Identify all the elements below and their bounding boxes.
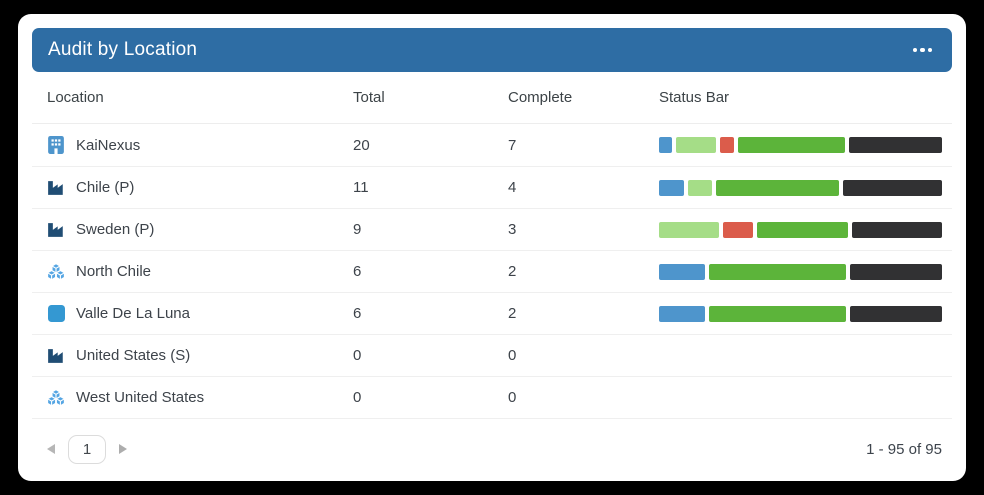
total-value: 6 xyxy=(353,263,362,280)
status-segment-green xyxy=(708,263,847,280)
table-row[interactable]: Sweden (P) 9 3 xyxy=(32,208,952,250)
pagination-range-label: 1 - 95 of 95 xyxy=(866,440,942,458)
status-segment-green xyxy=(708,305,847,322)
status-segment-light_green xyxy=(687,179,713,196)
complete-value: 4 xyxy=(508,179,517,196)
table-row[interactable]: KaiNexus 20 7 xyxy=(32,124,952,166)
location-label: United States (S) xyxy=(76,347,191,364)
status-bar xyxy=(659,221,942,238)
status-segment-dark xyxy=(850,263,942,280)
total-value: 11 xyxy=(353,179,369,196)
cubes-icon xyxy=(47,262,65,281)
next-page-icon[interactable] xyxy=(119,444,127,454)
complete-value: 0 xyxy=(508,389,517,406)
pagination-bar: 1 1 - 95 of 95 xyxy=(18,419,966,481)
table-row[interactable]: West United States 0 0 xyxy=(32,376,952,418)
total-value: 6 xyxy=(353,305,362,322)
cubes-icon xyxy=(47,388,65,407)
widget-title: Audit by Location xyxy=(48,39,198,60)
total-value: 0 xyxy=(353,347,362,364)
complete-value: 0 xyxy=(508,347,517,364)
table-row[interactable]: Chile (P) 11 4 xyxy=(32,166,952,208)
table-row[interactable]: Valle De La Luna 6 2 xyxy=(32,292,952,334)
total-value: 0 xyxy=(353,389,362,406)
previous-page-icon[interactable] xyxy=(47,444,55,454)
status-segment-light_green xyxy=(676,137,717,153)
location-label: Sweden (P) xyxy=(76,221,155,238)
status-segment-green xyxy=(716,179,840,196)
audit-by-location-widget: Audit by Location Location Total Complet… xyxy=(18,14,966,481)
table-row[interactable]: North Chile 6 2 xyxy=(32,250,952,292)
factory-icon xyxy=(47,221,65,239)
status-segment-red xyxy=(723,221,754,238)
complete-value: 2 xyxy=(508,305,517,322)
widget-header: Audit by Location xyxy=(32,28,952,72)
column-header-location: Location xyxy=(47,89,104,106)
factory-icon xyxy=(47,347,65,365)
total-value: 20 xyxy=(353,136,370,154)
column-header-total: Total xyxy=(353,89,385,106)
status-bar xyxy=(659,305,942,322)
table-body: KaiNexus 20 7 Chile (P) 11 4 Sweden (P) … xyxy=(32,124,952,419)
complete-value: 7 xyxy=(508,136,517,154)
page-number-button[interactable]: 1 xyxy=(68,434,106,464)
building-icon xyxy=(47,136,65,154)
factory-icon xyxy=(47,179,65,197)
status-segment-blue xyxy=(659,263,705,280)
table-header-row: Location Total Complete Status Bar xyxy=(32,72,952,124)
status-segment-blue xyxy=(659,179,684,196)
status-segment-dark xyxy=(850,305,942,322)
location-label: North Chile xyxy=(76,263,152,280)
status-segment-light_green xyxy=(659,221,720,238)
status-bar xyxy=(659,263,942,280)
location-label: Valle De La Luna xyxy=(76,305,190,322)
status-segment-green xyxy=(757,221,848,238)
total-value: 9 xyxy=(353,221,362,238)
status-segment-blue xyxy=(659,137,673,153)
status-segment-green xyxy=(737,137,845,153)
status-bar xyxy=(659,137,942,153)
ellipsis-menu-icon[interactable] xyxy=(911,44,935,57)
location-label: West United States xyxy=(76,389,205,406)
location-label: Chile (P) xyxy=(76,179,135,196)
status-segment-dark xyxy=(843,179,943,196)
column-header-status-bar: Status Bar xyxy=(659,89,730,106)
complete-value: 3 xyxy=(508,221,517,238)
status-segment-dark xyxy=(848,137,942,153)
table-row[interactable]: United States (S) 0 0 xyxy=(32,334,952,376)
status-segment-red xyxy=(720,137,734,153)
status-segment-dark xyxy=(851,221,942,238)
square-icon xyxy=(47,305,65,323)
audit-table: Location Total Complete Status Bar KaiNe… xyxy=(32,72,952,419)
status-segment-blue xyxy=(659,305,705,322)
pager-controls: 1 xyxy=(47,434,127,464)
status-bar xyxy=(659,179,943,196)
location-label: KaiNexus xyxy=(76,136,141,154)
complete-value: 2 xyxy=(508,263,517,280)
column-header-complete: Complete xyxy=(508,89,573,106)
